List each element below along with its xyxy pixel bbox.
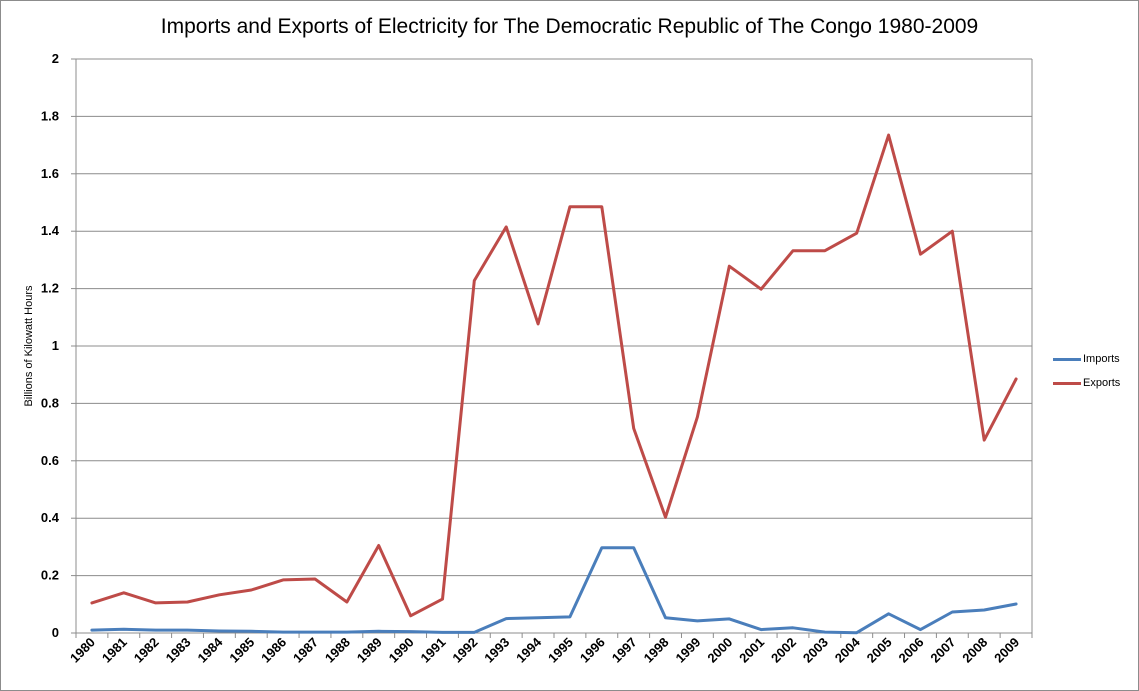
x-tick-label: 1988 xyxy=(322,635,353,666)
x-tick-label: 2008 xyxy=(959,635,990,666)
x-tick-label: 1986 xyxy=(258,635,289,666)
x-tick-label: 2004 xyxy=(832,634,864,666)
series-line-exports xyxy=(90,133,1018,618)
y-tick-label: 1.8 xyxy=(41,108,59,123)
x-tick-label: 1992 xyxy=(449,635,480,666)
x-tick-label: 1987 xyxy=(290,635,321,666)
y-tick-label: 1.2 xyxy=(41,281,59,296)
legend-label: Imports xyxy=(1083,353,1120,365)
x-tick-label: 1994 xyxy=(513,634,545,666)
x-tick-label: 1996 xyxy=(577,635,608,666)
x-tick-label: 1998 xyxy=(641,635,672,666)
x-tick-label: 1980 xyxy=(67,635,98,666)
y-tick-label: 0.8 xyxy=(41,395,59,410)
x-tick-label: 1990 xyxy=(386,635,417,666)
y-tick-label: 1.6 xyxy=(41,166,59,181)
legend-swatch xyxy=(1053,381,1081,385)
x-tick-label: 2002 xyxy=(768,635,799,666)
legend-swatch xyxy=(1053,357,1081,361)
x-tick-label: 2007 xyxy=(927,635,958,666)
y-tick-label: 2 xyxy=(52,51,59,66)
x-tick-label: 1997 xyxy=(609,635,640,666)
x-tick-label: 1982 xyxy=(131,635,162,666)
x-tick-label: 1993 xyxy=(481,635,512,666)
x-tick-label: 2003 xyxy=(800,635,831,666)
y-tick-label: 1.4 xyxy=(41,223,60,238)
x-tick-label: 2005 xyxy=(864,635,895,666)
legend-label: Exports xyxy=(1083,377,1121,389)
legend-item-exports: Exports xyxy=(1053,371,1120,395)
legend: Imports Exports xyxy=(1053,347,1120,395)
x-tick-label: 2006 xyxy=(896,635,927,666)
y-tick-label: 0.4 xyxy=(41,510,60,525)
y-tick-label: 0.2 xyxy=(41,568,59,583)
y-tick-label: 1 xyxy=(52,338,59,353)
series-line-imports xyxy=(90,546,1018,635)
x-tick-label: 1991 xyxy=(418,635,449,666)
x-tick-label: 2009 xyxy=(991,635,1022,666)
legend-item-imports: Imports xyxy=(1053,347,1120,371)
x-tick-label: 1995 xyxy=(545,635,576,666)
x-tick-label: 1984 xyxy=(194,634,226,666)
x-tick-label: 1999 xyxy=(672,635,703,666)
x-tick-label: 2001 xyxy=(736,635,767,666)
chart-title: Imports and Exports of Electricity for T… xyxy=(160,15,979,38)
x-tick-label: 1985 xyxy=(226,635,257,666)
y-tick-label: 0 xyxy=(52,625,59,640)
x-tick-label: 1981 xyxy=(99,635,130,666)
x-tick-label: 1989 xyxy=(354,635,385,666)
x-tick-label: 1983 xyxy=(163,635,194,666)
y-tick-label: 0.6 xyxy=(41,453,59,468)
x-tick-label: 2000 xyxy=(704,635,735,666)
